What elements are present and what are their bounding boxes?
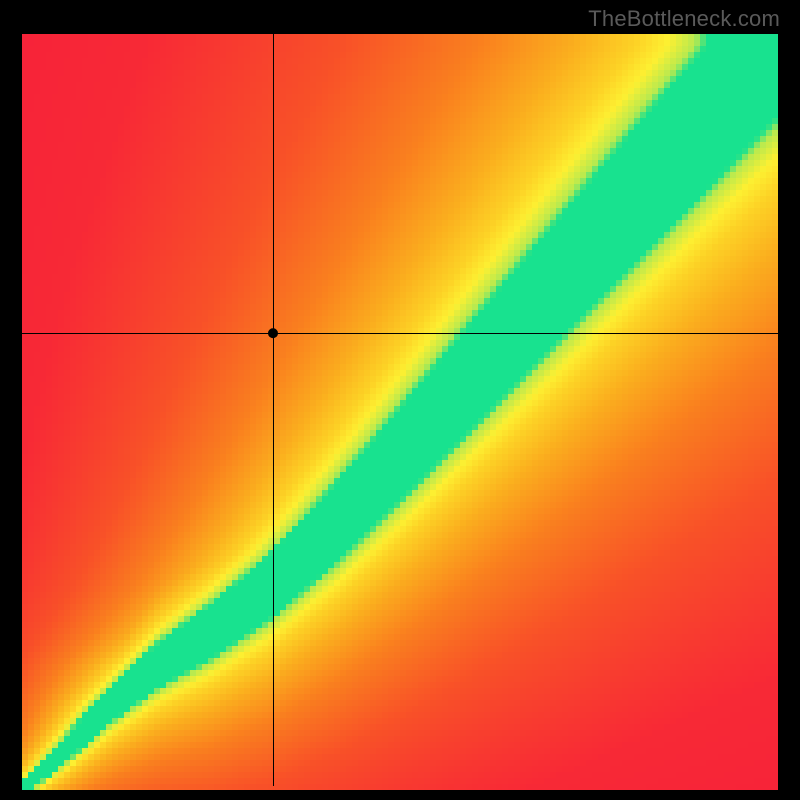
heatmap-canvas bbox=[0, 0, 800, 800]
watermark-text: TheBottleneck.com bbox=[588, 6, 780, 32]
chart-container: TheBottleneck.com bbox=[0, 0, 800, 800]
